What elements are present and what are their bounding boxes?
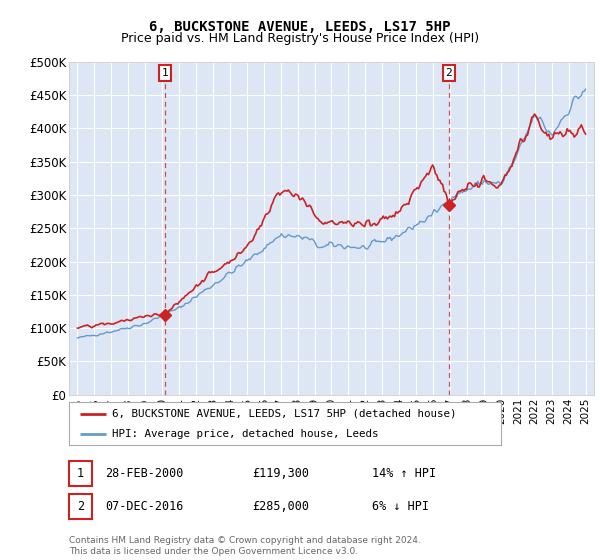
- Text: HPI: Average price, detached house, Leeds: HPI: Average price, detached house, Leed…: [112, 430, 379, 439]
- Text: £285,000: £285,000: [252, 500, 309, 514]
- Text: 6, BUCKSTONE AVENUE, LEEDS, LS17 5HP: 6, BUCKSTONE AVENUE, LEEDS, LS17 5HP: [149, 20, 451, 34]
- Text: 14% ↑ HPI: 14% ↑ HPI: [372, 466, 436, 480]
- Text: 6% ↓ HPI: 6% ↓ HPI: [372, 500, 429, 514]
- Text: £119,300: £119,300: [252, 466, 309, 480]
- Text: 07-DEC-2016: 07-DEC-2016: [105, 500, 184, 514]
- Text: 1: 1: [77, 466, 84, 480]
- Text: 2: 2: [445, 68, 452, 78]
- Text: Contains HM Land Registry data © Crown copyright and database right 2024.
This d: Contains HM Land Registry data © Crown c…: [69, 536, 421, 556]
- Text: 2: 2: [77, 500, 84, 514]
- Text: Price paid vs. HM Land Registry's House Price Index (HPI): Price paid vs. HM Land Registry's House …: [121, 32, 479, 45]
- Text: 28-FEB-2000: 28-FEB-2000: [105, 466, 184, 480]
- Text: 6, BUCKSTONE AVENUE, LEEDS, LS17 5HP (detached house): 6, BUCKSTONE AVENUE, LEEDS, LS17 5HP (de…: [112, 409, 457, 419]
- Text: 1: 1: [161, 68, 168, 78]
